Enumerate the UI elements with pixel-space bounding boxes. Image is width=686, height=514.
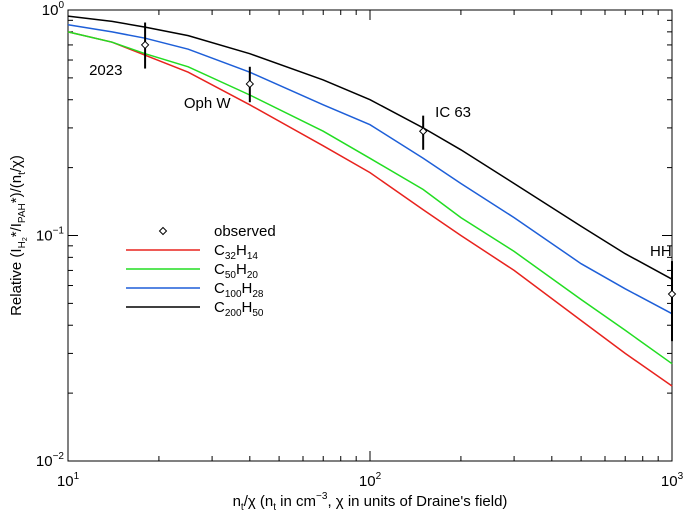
plot-frame <box>67 9 673 462</box>
y-tick-label: 10−2 <box>36 451 65 470</box>
series-line-c50h20 <box>67 31 673 365</box>
legend-observed-label: observed <box>214 223 276 240</box>
point-label: HH <box>650 243 672 260</box>
point-label: 2023 <box>89 62 122 79</box>
y-axis-label: Relative (IH2*/IPAH*)/(nt/χ) <box>8 155 29 316</box>
point-label: Oph W <box>184 95 232 112</box>
legend-label-c32h14: C32H14 <box>214 242 258 262</box>
observed-point <box>667 289 677 299</box>
y-tick-label: 10−1 <box>36 226 65 245</box>
point-label: IC 63 <box>435 104 471 121</box>
series-line-c32h14 <box>67 31 673 387</box>
y-tick-label: 100 <box>42 0 65 19</box>
series-line-c200h50 <box>67 15 673 280</box>
legend-label-c200h50: C200H50 <box>214 299 264 319</box>
series-line-c100h28 <box>67 24 673 315</box>
legend-observed-marker <box>158 226 168 236</box>
x-tick-label: 103 <box>661 471 684 490</box>
x-axis-label: nt/χ (nt in cm−3, χ in units of Draine's… <box>233 491 508 513</box>
legend-label-c50h20: C50H20 <box>214 261 258 281</box>
x-tick-label: 101 <box>57 471 80 490</box>
x-tick-label: 102 <box>359 471 382 490</box>
observed-point <box>140 40 150 50</box>
observed-point <box>418 127 428 136</box>
legend-label-c100h28: C100H28 <box>214 280 264 300</box>
observed-point <box>245 79 255 89</box>
